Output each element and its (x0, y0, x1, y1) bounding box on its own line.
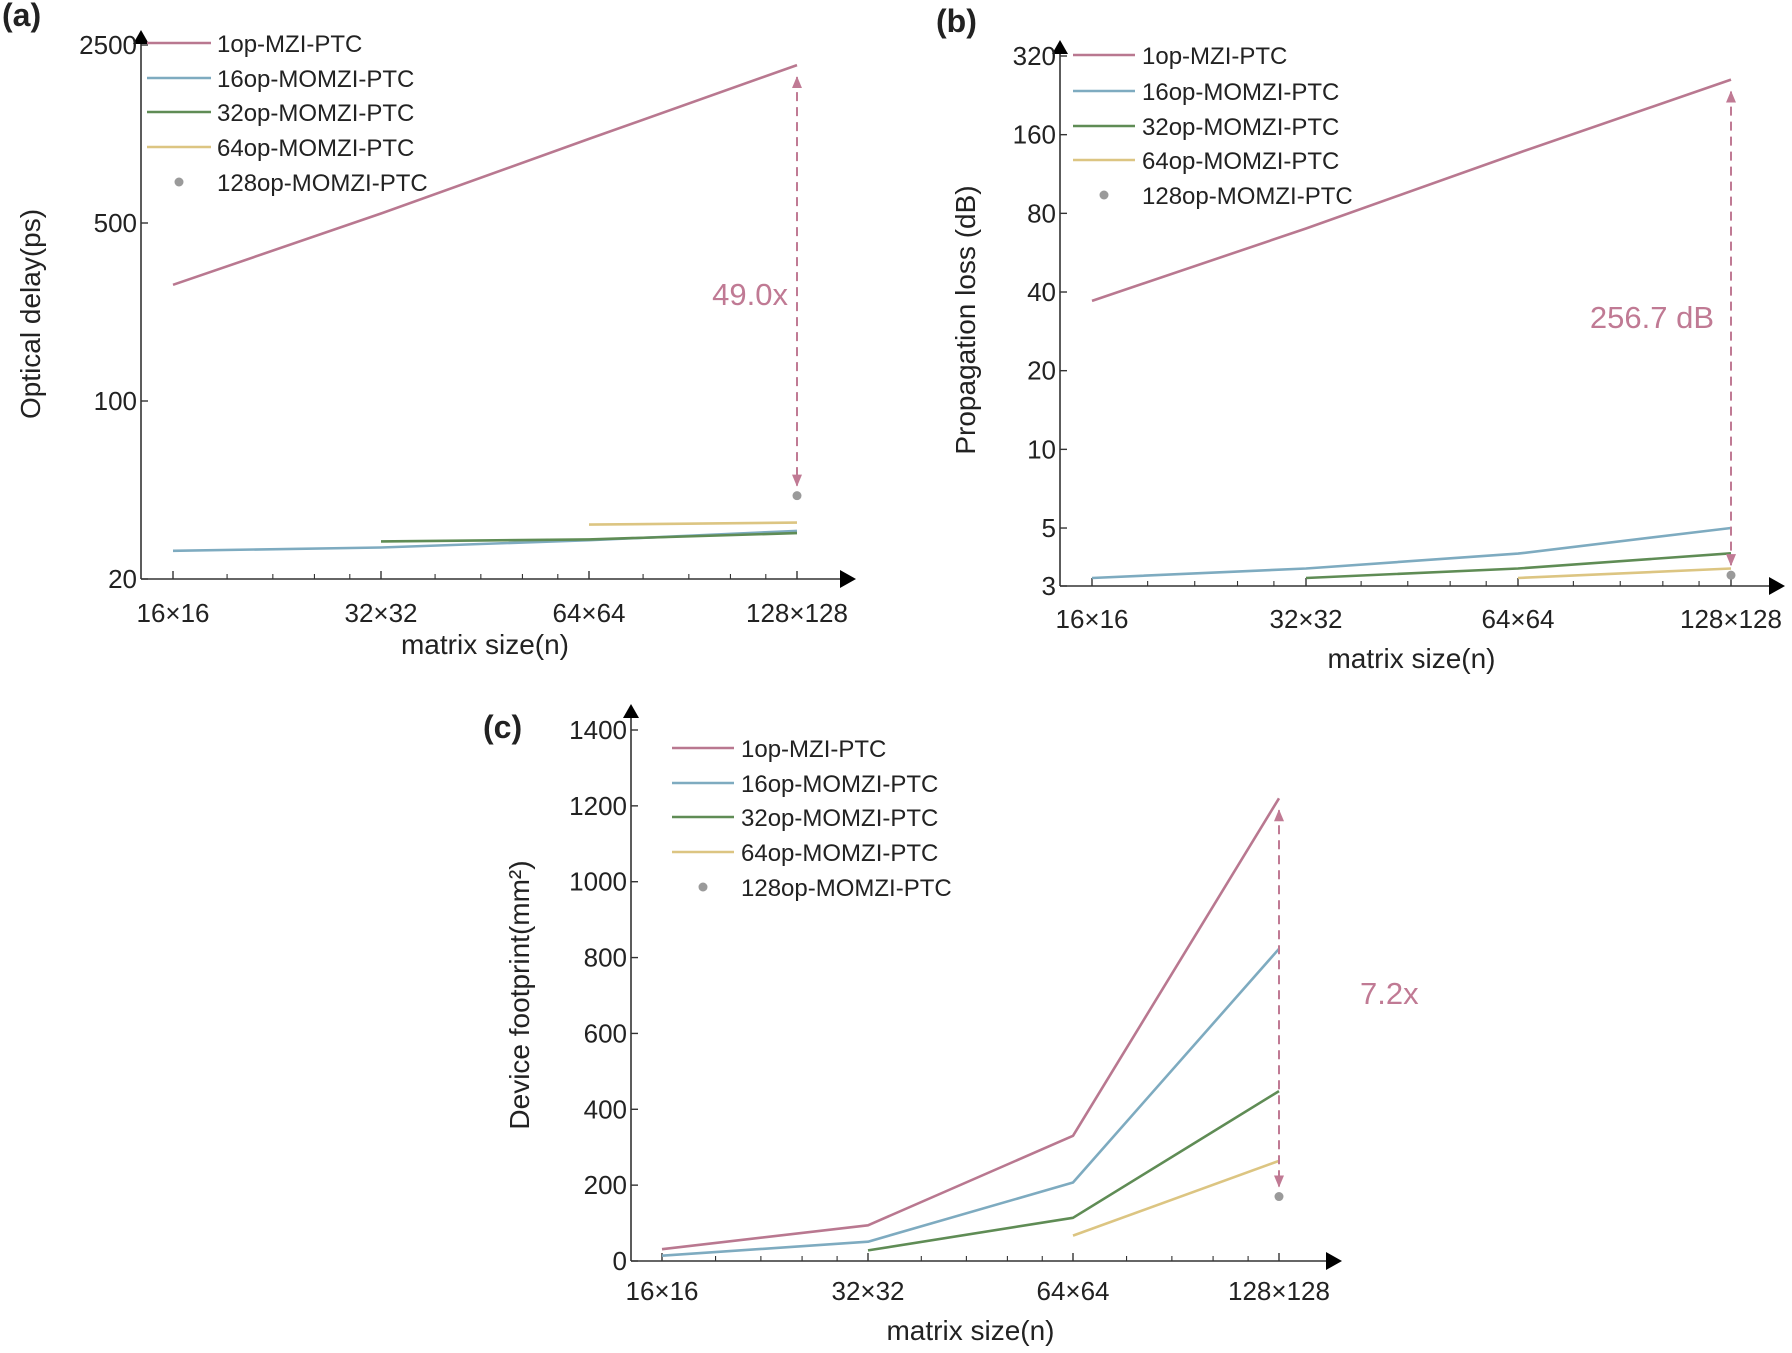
series-line-1op-MZI-PTC (661, 797, 1281, 1251)
x-tick-label: 64×64 (1481, 604, 1554, 634)
series-line-16op-MOMZI-PTC (661, 947, 1280, 1257)
data-point-128op-MOMZI-PTC (1726, 570, 1736, 580)
series-line-32op-MOMZI-PTC (867, 1089, 1280, 1252)
y-axis-label: Propagation loss (dB) (950, 185, 981, 454)
legend-entry: 64op-MOMZI-PTC (1142, 148, 1339, 175)
y-tick-label: 160 (1013, 120, 1056, 150)
y-tick-label: 100 (94, 386, 137, 416)
x-axis-label: matrix size(n) (886, 1315, 1054, 1346)
panel-c: (c) 0 200 400 600 800 1000 1200 1400 16×16 32×32 64… (483, 704, 1419, 1346)
series-line-64op-MOMZI-PTC (1072, 1159, 1280, 1237)
legend-entry: 1op-MZI-PTC (741, 736, 886, 763)
difference-annotation: 256.7 dB (1590, 300, 1714, 335)
difference-annotation: 7.2x (1360, 976, 1419, 1011)
y-axis-label: Optical delay(ps) (15, 209, 46, 419)
x-tick-label: 128×128 (1680, 604, 1782, 634)
panel-label: (c) (483, 709, 522, 745)
panel-a: (a) 20 100 500 2500 16×16 32×32 64×64 128×128 mat… (2, 0, 856, 660)
y-axis-arrow-icon (623, 704, 639, 718)
y-tick-label: 3 (1042, 571, 1056, 601)
legend-entry: 128op-MOMZI-PTC (217, 170, 428, 197)
y-tick-label: 20 (108, 564, 137, 594)
y-tick-label: 600 (584, 1018, 627, 1048)
series-line-32op-MOMZI-PTC (1305, 552, 1732, 580)
legend-entry: 64op-MOMZI-PTC (217, 135, 414, 162)
x-tick-label: 32×32 (831, 1276, 904, 1306)
y-tick-label: 2500 (79, 30, 137, 60)
x-tick-label: 128×128 (746, 598, 848, 628)
y-tick-label: 500 (94, 208, 137, 238)
panel-label: (b) (936, 3, 977, 39)
data-point-128op-MOMZI-PTC (1274, 1192, 1284, 1202)
y-tick-label: 20 (1027, 356, 1056, 386)
y-tick-label: 400 (584, 1094, 627, 1124)
y-tick-label: 800 (584, 943, 627, 973)
legend-marker (1099, 190, 1109, 200)
x-tick-label: 32×32 (1269, 604, 1342, 634)
x-axis-label: matrix size(n) (401, 629, 569, 660)
legend-marker (698, 882, 708, 892)
legend-entry: 16op-MOMZI-PTC (741, 771, 938, 798)
series-line-16op-MOMZI-PTC (1091, 526, 1732, 580)
legend-entry: 128op-MOMZI-PTC (1142, 183, 1353, 210)
difference-annotation: 49.0x (712, 277, 788, 312)
y-axis-label: Device footprint(mm²) (504, 860, 535, 1129)
x-tick-label: 32×32 (344, 598, 417, 628)
y-tick-label: 200 (584, 1170, 627, 1200)
x-tick-label: 64×64 (1036, 1276, 1109, 1306)
legend-entry: 32op-MOMZI-PTC (741, 805, 938, 832)
legend-entry: 16op-MOMZI-PTC (1142, 79, 1339, 106)
x-tick-label: 64×64 (552, 598, 625, 628)
y-tick-label: 1200 (569, 791, 627, 821)
legend-entry: 1op-MZI-PTC (217, 31, 362, 58)
legend-entry: 64op-MOMZI-PTC (741, 840, 938, 867)
y-tick-label: 1400 (569, 715, 627, 745)
series-line-1op-MZI-PTC (172, 63, 798, 287)
y-tick-label: 1000 (569, 867, 627, 897)
series-line-64op-MOMZI-PTC (588, 521, 798, 526)
y-tick-label: 80 (1027, 198, 1056, 228)
legend-marker (174, 177, 184, 187)
legend-entry: 16op-MOMZI-PTC (217, 66, 414, 93)
x-tick-label: 16×16 (1055, 604, 1128, 634)
x-tick-label: 128×128 (1228, 1276, 1330, 1306)
series-line-32op-MOMZI-PTC (380, 531, 798, 543)
legend-entry: 1op-MZI-PTC (1142, 43, 1287, 70)
y-tick-label: 5 (1042, 513, 1056, 543)
panel-label: (a) (2, 0, 41, 33)
series-line-64op-MOMZI-PTC (1517, 567, 1732, 580)
y-axis-arrow-icon (1052, 40, 1068, 54)
y-tick-label: 0 (613, 1246, 627, 1276)
y-tick-label: 320 (1013, 41, 1056, 71)
y-tick-label: 10 (1027, 434, 1056, 464)
x-axis-arrow-icon (1769, 577, 1785, 595)
panel-b: (b) 3 5 10 20 40 80 160 320 16×16 32×32 64×64 128×12… (936, 3, 1785, 674)
legend-entry: 32op-MOMZI-PTC (217, 100, 414, 127)
x-tick-label: 16×16 (136, 598, 209, 628)
x-axis-arrow-icon (1326, 1252, 1342, 1270)
series-line-1op-MZI-PTC (1091, 78, 1732, 303)
legend-entry: 128op-MOMZI-PTC (741, 875, 952, 902)
x-axis-label: matrix size(n) (1327, 643, 1495, 674)
x-axis-arrow-icon (840, 570, 856, 588)
x-tick-label: 16×16 (625, 1276, 698, 1306)
legend-entry: 32op-MOMZI-PTC (1142, 114, 1339, 141)
data-point-128op-MOMZI-PTC (792, 491, 802, 501)
y-tick-label: 40 (1027, 277, 1056, 307)
y-axis-arrow-icon (133, 30, 149, 44)
